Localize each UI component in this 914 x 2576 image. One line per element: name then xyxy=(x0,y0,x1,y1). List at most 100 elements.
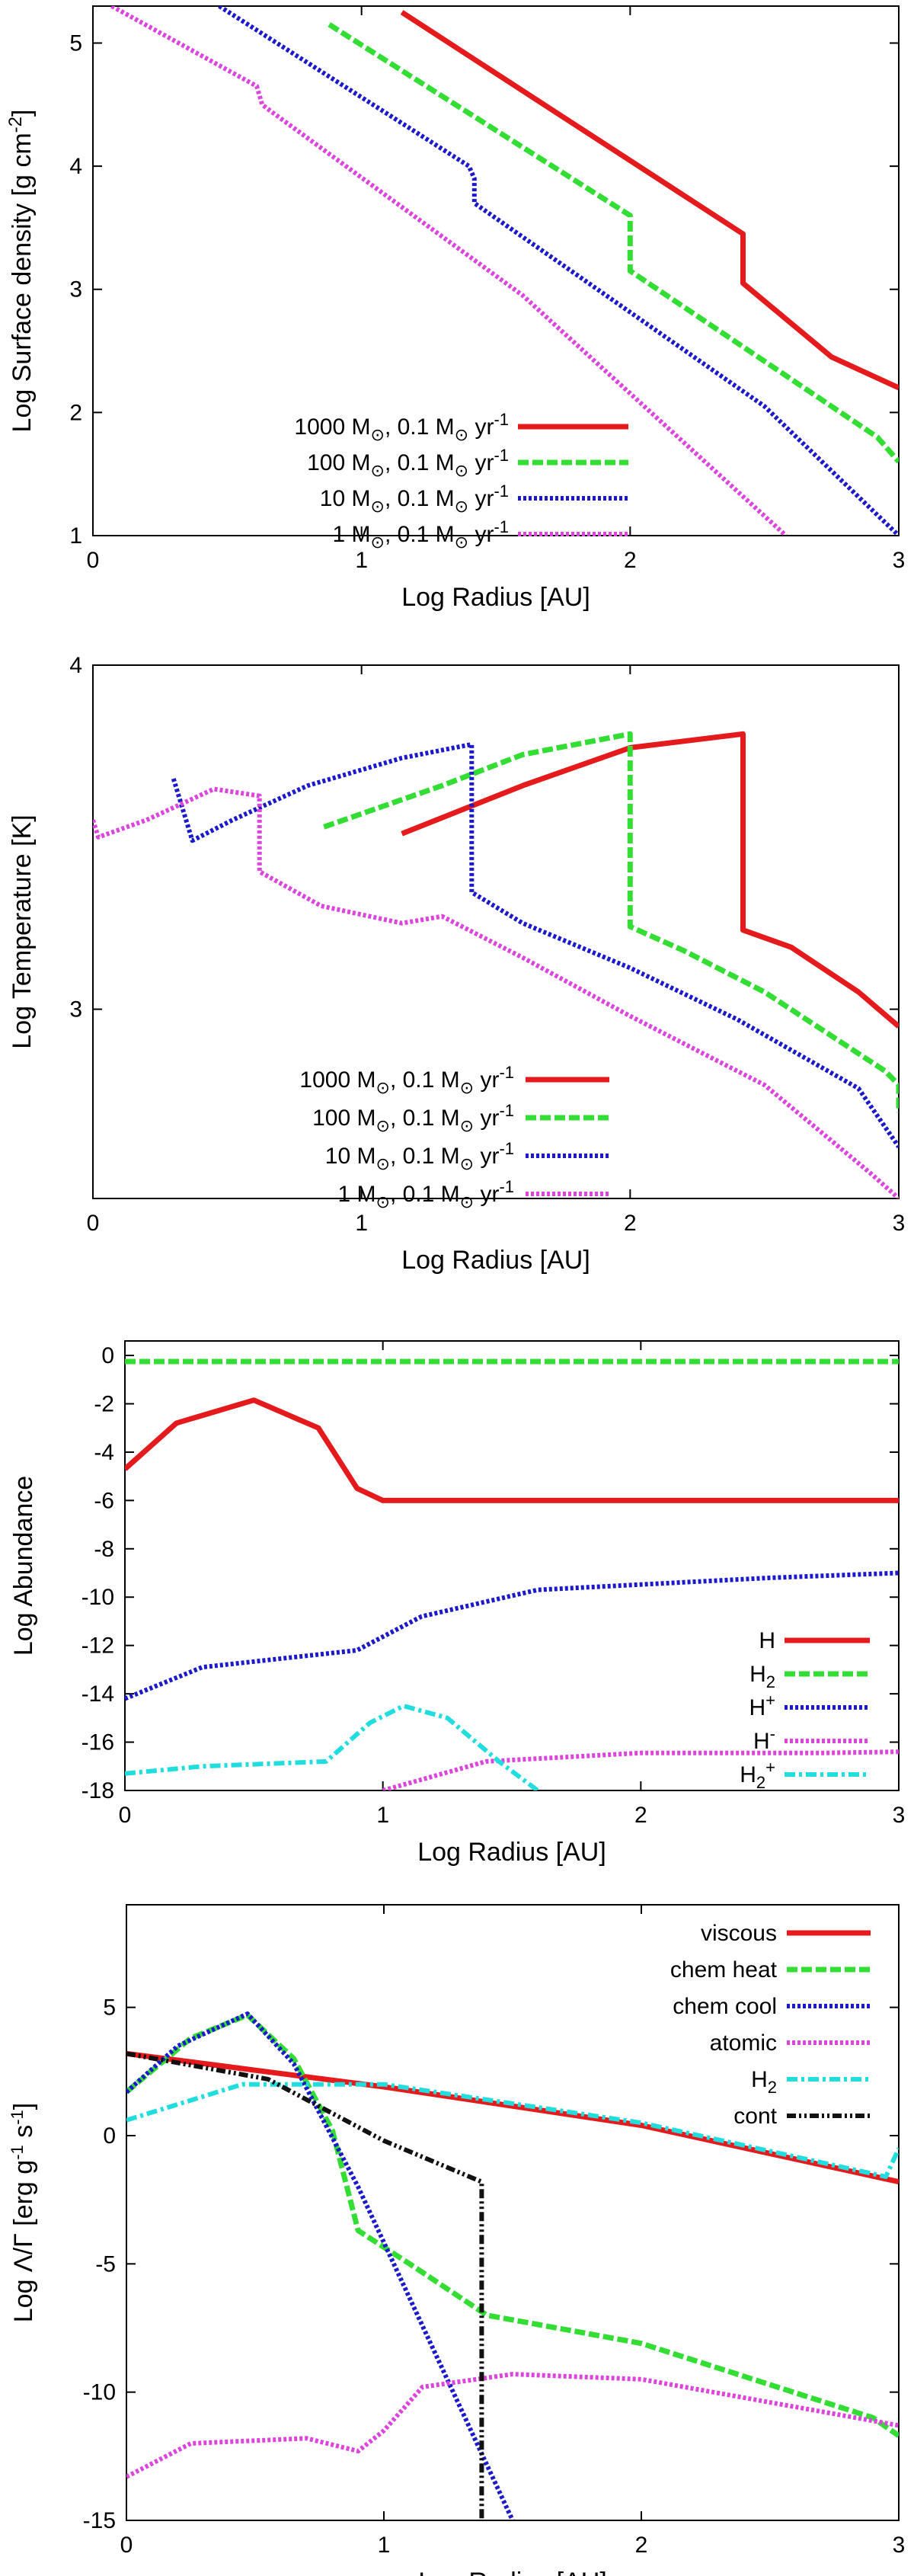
text-part: ⊙ xyxy=(371,461,385,480)
legend-label-0: 1000 M⊙, 0.1 M⊙ yr-1 xyxy=(294,410,509,444)
text-part: 1000 xyxy=(299,1067,356,1093)
text-part: -1 xyxy=(494,517,509,536)
series-line-0 xyxy=(401,731,899,1029)
text-part: ] xyxy=(8,110,37,117)
y-axis-title: Log Surface density [g cm-2] xyxy=(5,110,37,433)
text-part: , 0.1 xyxy=(385,486,436,511)
series-line-0 xyxy=(400,10,899,391)
text-part: -1 xyxy=(499,1139,514,1158)
text-part xyxy=(468,486,475,511)
text-part: M xyxy=(441,1106,460,1131)
text-part: + xyxy=(765,1691,775,1710)
y-axis-title-group: Log Temperature [K] xyxy=(8,814,37,1048)
y-axis-title-group: Log Abundance xyxy=(9,1476,38,1656)
series-line-3 xyxy=(110,6,788,536)
text-part: M xyxy=(441,1144,460,1169)
text-part: 100 xyxy=(307,450,351,475)
text-part: M xyxy=(441,1067,460,1093)
series-line-4 xyxy=(125,1704,539,1790)
text-part: - xyxy=(770,1724,775,1743)
text-part: 10 xyxy=(320,486,352,511)
text-part: H xyxy=(749,1695,765,1720)
y-axis-title-group: Log Λ/Γ [erg g-1 s-1] xyxy=(8,2103,38,2323)
series-group xyxy=(126,2011,899,2520)
text-part: 1000 xyxy=(294,414,351,440)
text-part: H xyxy=(759,1628,775,1653)
text-part: M xyxy=(352,522,371,547)
text-part: ⊙ xyxy=(371,497,385,516)
text-part: -1 xyxy=(494,482,509,501)
text-part: , 0.1 xyxy=(385,450,436,475)
y-tick-label: 5 xyxy=(103,1995,116,2021)
text-part: yr xyxy=(475,450,494,475)
text-part: M xyxy=(352,414,371,440)
y-tick-label: -10 xyxy=(81,1585,114,1610)
series-group xyxy=(125,1358,899,1790)
text-part: yr xyxy=(475,522,494,547)
legend-label-4: H2+ xyxy=(740,1758,775,1792)
text-part: yr xyxy=(480,1106,499,1131)
text-part: M xyxy=(357,1144,376,1169)
text-part: , 0.1 xyxy=(390,1106,441,1131)
series-group xyxy=(110,6,899,536)
text-part xyxy=(474,1067,480,1093)
legend-label-0: 1000 M⊙, 0.1 M⊙ yr-1 xyxy=(299,1063,514,1097)
text-part: H xyxy=(740,1762,756,1787)
series-line-3 xyxy=(126,2372,899,2479)
text-part: -1 xyxy=(499,1177,514,1196)
x-tick-label: 2 xyxy=(624,1211,637,1236)
legend-label-3: atomic xyxy=(710,2030,777,2056)
plot-frame xyxy=(92,5,900,536)
y-tick-label: 1 xyxy=(69,523,82,549)
text-part: 100 xyxy=(312,1106,356,1131)
y-tick-label: -6 xyxy=(94,1488,114,1513)
series-line-2 xyxy=(126,2011,515,2520)
text-part: g xyxy=(9,2160,38,2174)
text-part xyxy=(9,2138,38,2145)
y-tick-label: -15 xyxy=(83,2508,116,2533)
x-tick-label: 0 xyxy=(119,1803,132,1828)
y-tick-label: -5 xyxy=(95,2251,116,2277)
text-part: ⊙ xyxy=(371,533,385,552)
legend-label-5: cont xyxy=(733,2104,777,2129)
text-part: -1 xyxy=(494,410,509,429)
text-part: M xyxy=(436,450,455,475)
text-part: -1 xyxy=(499,1101,514,1120)
text-part: ⊙ xyxy=(460,1154,474,1173)
text-part: 2 xyxy=(766,1672,775,1691)
text-part: M xyxy=(357,1067,376,1093)
text-part: cont xyxy=(733,2104,777,2129)
y-tick-label: -2 xyxy=(94,1391,114,1416)
x-tick-label: 0 xyxy=(87,548,100,573)
y-axis-title: Log Λ/Γ [erg g-1 s-1] xyxy=(8,2103,38,2323)
legend: viscous chem heat chem cool atomic H2 cont xyxy=(670,1921,871,2129)
text-part: yr xyxy=(480,1182,499,1207)
x-tick-label: 3 xyxy=(893,2533,906,2558)
x-axis-title: Log Radius [AU] xyxy=(417,1838,606,1867)
y-tick-label: 0 xyxy=(101,1343,114,1368)
y-tick-label: -16 xyxy=(81,1730,114,1755)
text-part: ⊙ xyxy=(455,497,468,516)
legend-label-2: H+ xyxy=(749,1691,775,1720)
text-part: yr xyxy=(475,486,494,511)
text-part xyxy=(474,1144,480,1169)
y-tick-label: -10 xyxy=(83,2380,116,2405)
text-part: Log Surface density [g cm xyxy=(8,133,37,432)
legend-label-0: H xyxy=(759,1628,775,1653)
x-axis-title: Log Radius [AU] xyxy=(401,1246,590,1275)
plot-frame xyxy=(92,664,900,1199)
legend-label-3: 1 M⊙, 0.1 M⊙ yr-1 xyxy=(337,1177,514,1211)
text-part: chem heat xyxy=(670,1957,778,1982)
text-part: ⊙ xyxy=(376,1192,390,1211)
text-part: ⊙ xyxy=(371,425,385,444)
text-part: 10 xyxy=(325,1144,357,1169)
temperature-panel: 0 1 2 3 3 4 Log Radius [AU] Log Temperature [K]… xyxy=(8,653,905,1275)
series-line-2 xyxy=(218,6,899,536)
y-tick-label: 3 xyxy=(69,997,82,1022)
text-part: -1 xyxy=(8,2145,27,2160)
text-part: s xyxy=(9,2125,38,2138)
